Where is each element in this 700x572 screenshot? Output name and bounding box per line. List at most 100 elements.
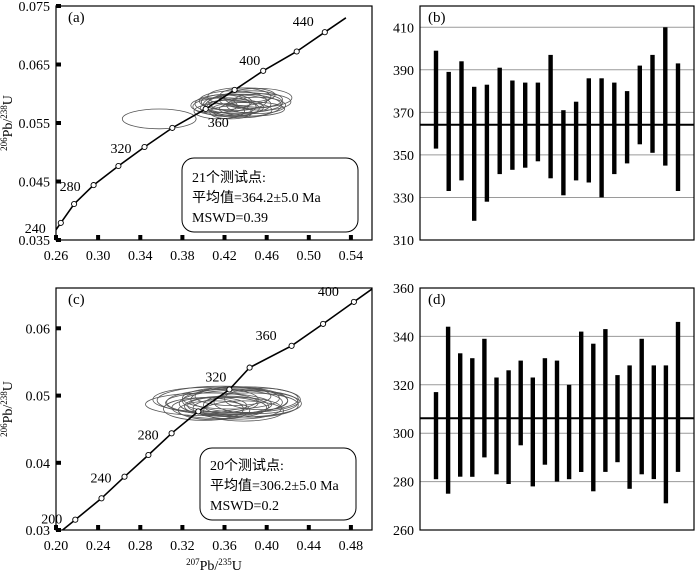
panel-a-x-tick-mark-6 [264, 235, 269, 240]
panel-c-age-marker-340 [246, 364, 253, 371]
panel-a-y-tick-mark-2 [56, 179, 61, 184]
panel-d-y-tick-label-5: 340 [393, 330, 414, 345]
panel-c-x-tick-label-6: 0.40 [254, 539, 279, 554]
panel-d-age-bar-1 [433, 392, 439, 480]
panel-c-x-tick-label-5: 0.36 [212, 539, 237, 554]
panel-d-age-bar-11 [554, 360, 560, 482]
panel-b-age-bar-14 [599, 78, 604, 198]
panel-c-x-tick-mark-1 [54, 525, 58, 530]
panel-b-age-bar-2 [446, 71, 451, 191]
panel-c-y-tick-mark-2 [56, 460, 61, 465]
panel-c-age-marker-280 [168, 430, 175, 437]
panel-d-age-bars: (d) 260 280 300 320 340 360 [393, 282, 695, 539]
panel-d-age-bar-18 [639, 338, 644, 475]
panel-b-age-bar-15 [612, 82, 617, 175]
panel-a-y-tick-label-1: 0.035 [19, 234, 51, 249]
panel-a-age-marker-360 [202, 105, 209, 113]
panel-d-age-bar-7 [506, 370, 511, 484]
panel-d-age-bar-20 [663, 365, 669, 504]
panel-a-age-marker-400 [260, 67, 267, 74]
panel-a-age-marker-440 [321, 29, 328, 36]
panel-a-info-mean: 平均值=364.2±5.0 Ma [192, 190, 322, 206]
panel-c-error-ellipse-12 [156, 385, 289, 415]
panel-c-x-tick-mark-7 [306, 525, 311, 530]
panel-d-age-bar-9 [530, 377, 535, 487]
panel-b-age-bar-4 [472, 86, 477, 221]
panel-a-info-count: 21个测试点: [192, 170, 266, 186]
panel-c-xlabel: 207Pb/235U [186, 557, 242, 572]
panel-b-age-bar-6 [497, 67, 502, 175]
panel-a-x-tick-label-4: 0.38 [170, 249, 195, 264]
panel-c-age-marker-300 [195, 408, 202, 415]
panel-c-x-tick-label-7: 0.44 [297, 539, 322, 554]
panel-d-age-bar-13 [579, 331, 584, 472]
panel-c-x-tick-mark-4 [180, 525, 185, 530]
panel-a-age-marker-280 [90, 182, 97, 189]
panel-a-x-tick-mark-4 [180, 235, 185, 240]
panel-b-y-tick-label-6: 410 [393, 21, 414, 36]
panel-a-age-label-400: 400 [239, 54, 260, 69]
panel-b-age-bar-3 [459, 61, 464, 181]
panel-d-age-bar-3 [458, 353, 463, 477]
panel-a-x-tick-mark-3 [138, 235, 143, 240]
panel-b-y-tick-label-1: 310 [393, 234, 414, 249]
panel-a-error-ellipse-16 [205, 93, 282, 117]
panel-a-age-marker-240 [57, 219, 64, 226]
panel-c-info-count: 20个测试点: [210, 458, 284, 474]
panel-c-y-tick-label-3: 0.05 [26, 390, 51, 405]
panel-a-age-marker-260 [71, 200, 78, 208]
panel-d-age-bar-15 [603, 329, 608, 472]
panel-c-age-label-200: 200 [41, 513, 62, 528]
panel-a-error-ellipse-21 [209, 105, 253, 120]
panel-c-age-label-400: 400 [318, 285, 339, 300]
panel-a-age-label-440: 440 [293, 15, 314, 30]
panel-c-x-tick-mark-8 [348, 525, 353, 530]
panel-c-y-tick-mark-1 [56, 528, 61, 532]
panel-a-ylabel: 206Pb/238U [0, 95, 16, 151]
panel-d-age-bar-12 [566, 384, 572, 480]
panel-c-age-marker-260 [145, 451, 152, 459]
panel-a-age-label-360: 360 [208, 116, 229, 131]
panel-a-error-ellipse-1 [121, 108, 197, 130]
panel-a-y-tick-label-2: 0.045 [19, 176, 51, 191]
panel-a-age-label-240: 240 [25, 222, 46, 237]
panel-b-age-bar-9 [535, 82, 541, 162]
panel-c-label: (c) [68, 292, 85, 308]
panel-c-x-tick-mark-2 [96, 525, 101, 530]
panel-d-age-bar-21 [675, 321, 681, 472]
panel-b-y-tick-label-2: 330 [393, 192, 414, 207]
panel-c-frame [55, 287, 373, 531]
panel-a-x-tick-mark-8 [348, 235, 353, 240]
panel-d-y-tick-label-3: 300 [393, 427, 414, 442]
panel-c-error-ellipse-17 [203, 400, 284, 422]
panel-c-age-marker-200 [72, 516, 79, 523]
panel-c-x-tick-label-2: 0.24 [86, 539, 111, 554]
panel-c-y-tick-mark-4 [56, 326, 61, 331]
panel-a-x-tick-label-1: 0.26 [44, 249, 69, 264]
panel-b-age-bars: (b) 310 330 350 370 390 410 [393, 5, 695, 249]
panel-b-age-bar-12 [573, 101, 579, 181]
panel-a-y-tick-label-3: 0.055 [19, 117, 51, 132]
panel-a-y-tick-label-5: 0.075 [19, 0, 51, 15]
panel-c-info-box: 20个测试点: 平均值=306.2±5.0 Ma MSWD=0.2 [199, 447, 357, 521]
panel-a-y-tick-mark-3 [56, 121, 61, 125]
panel-c-age-marker-220 [98, 495, 105, 502]
panel-a-error-ellipse-15 [193, 103, 245, 120]
panel-c-y-tick-label-1: 0.03 [26, 524, 51, 539]
panel-c-error-ellipse-18 [152, 387, 259, 413]
panel-c-age-marker-320 [226, 386, 233, 393]
panel-c-age-marker-360 [288, 342, 295, 349]
panel-d-age-bar-2 [445, 326, 451, 494]
panel-b-age-bar-16 [624, 91, 630, 164]
panel-a-age-label-320: 320 [111, 142, 132, 157]
panel-c-age-label-280: 280 [138, 428, 159, 443]
panel-a-error-ellipse-8 [226, 96, 287, 115]
panel-c-y-tick-label-4: 0.06 [26, 322, 51, 337]
panel-c-age-label-320: 320 [205, 371, 226, 386]
panel-b-age-bar-18 [650, 54, 655, 153]
panel-b-age-bar-20 [675, 63, 681, 191]
panel-c-error-ellipse-14 [213, 390, 299, 415]
panel-a-y-tick-mark-4 [56, 62, 61, 67]
panel-d-y-tick-label-1: 260 [393, 524, 414, 539]
